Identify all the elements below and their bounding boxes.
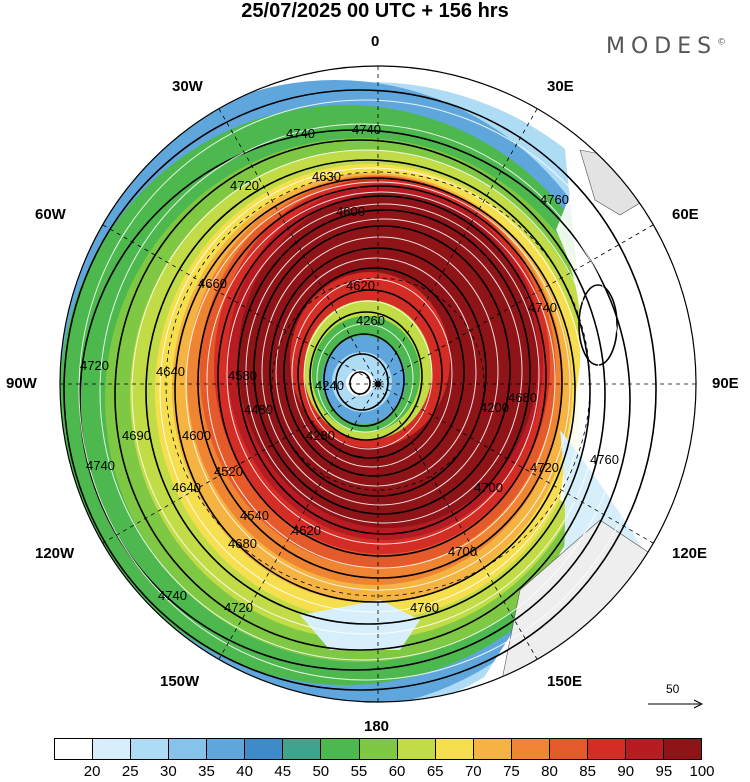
lon-label-60w: 60W bbox=[35, 206, 66, 223]
contour-label: 4740 bbox=[286, 126, 315, 141]
contour-label: 4740 bbox=[86, 458, 115, 473]
contour-label: 4760 bbox=[590, 452, 619, 467]
contour-label: 4540 bbox=[240, 508, 269, 523]
contour-label: 4680 bbox=[228, 536, 257, 551]
contour-label: 4640 bbox=[156, 364, 185, 379]
lon-label-0: 0 bbox=[371, 33, 380, 50]
contour-label: 4280 bbox=[306, 428, 335, 443]
contour-label: 4720 bbox=[224, 600, 253, 615]
lon-label-180: 180 bbox=[364, 718, 390, 735]
color-scale-cell bbox=[359, 739, 398, 759]
contour-label: 4740 bbox=[352, 122, 381, 137]
contour-label: 4740 bbox=[158, 588, 187, 603]
color-scale-cell bbox=[321, 739, 360, 759]
color-scale-cell bbox=[397, 739, 436, 759]
color-scale-tick: 90 bbox=[617, 763, 635, 780]
color-scale-tick: 80 bbox=[541, 763, 558, 780]
color-scale-cell bbox=[283, 739, 322, 759]
color-scale-cell bbox=[549, 739, 588, 759]
contour-label: 4630 bbox=[312, 169, 341, 184]
brand-logo: MODES© bbox=[606, 34, 727, 59]
color-scale-cell bbox=[625, 739, 664, 759]
contour-label: 4680 bbox=[508, 390, 537, 405]
lon-label-90w: 90W bbox=[6, 375, 37, 392]
color-scale-tick: 30 bbox=[160, 763, 177, 780]
color-scale-tick: 35 bbox=[198, 763, 215, 780]
lon-label-30e: 30E bbox=[547, 78, 574, 95]
contour-label: 4700 bbox=[448, 544, 477, 559]
color-scale-tick: 40 bbox=[236, 763, 253, 780]
lon-label-60e: 60E bbox=[672, 206, 699, 223]
graticule bbox=[60, 66, 696, 702]
color-scale-tick: 65 bbox=[426, 763, 444, 780]
contour-label: 4620 bbox=[346, 278, 375, 293]
color-scale-cell bbox=[511, 739, 550, 759]
contour-label: 4580 bbox=[228, 368, 257, 383]
map-title: 25/07/2025 00 UTC + 156 hrs bbox=[241, 0, 509, 22]
contour-label: 4600 bbox=[182, 428, 211, 443]
color-scale-tick: 55 bbox=[350, 763, 368, 780]
color-scale-tick: 95 bbox=[655, 763, 673, 780]
contour-label: 4600 bbox=[336, 204, 365, 219]
color-scale-cell bbox=[93, 739, 132, 759]
contour-label: 4690 bbox=[122, 428, 151, 443]
contour-label: 4720 bbox=[80, 358, 109, 373]
north-pole-marker-icon bbox=[375, 381, 381, 387]
contour-label: 4760 bbox=[410, 600, 439, 615]
contour-label: 4240 bbox=[315, 378, 344, 393]
color-scale-cell bbox=[664, 739, 702, 759]
color-scale-tick: 85 bbox=[579, 763, 596, 780]
contour-label: 4260 bbox=[356, 313, 385, 328]
color-scale-tick: 20 bbox=[83, 763, 101, 780]
lon-label-150e: 150E bbox=[547, 673, 583, 690]
color-scale-tick: 75 bbox=[503, 763, 520, 780]
contour-label: 4200 bbox=[480, 400, 509, 415]
contour-label: 4740 bbox=[528, 300, 557, 315]
contour-label: 4640 bbox=[172, 480, 201, 495]
lon-label-150w: 150W bbox=[160, 673, 200, 690]
color-scale bbox=[54, 738, 702, 760]
color-scale-tick: 45 bbox=[274, 763, 292, 780]
color-scale-tick: 60 bbox=[388, 763, 406, 780]
lon-label-30w: 30W bbox=[172, 78, 203, 95]
contour-label: 4760 bbox=[540, 192, 569, 207]
color-scale-tick: 50 bbox=[312, 763, 330, 780]
contour-label: 4480 bbox=[244, 402, 273, 417]
color-scale-ticks: 20 25 30 35 40 45 50 55 60 65 70 75 80 85 90 95 100 bbox=[54, 763, 715, 781]
contour-label: 4720 bbox=[530, 460, 559, 475]
color-scale-tick: 25 bbox=[121, 763, 139, 780]
lon-label-90e: 90E bbox=[712, 375, 739, 392]
color-scale-cell bbox=[587, 739, 626, 759]
contour-label: 4720 bbox=[230, 178, 259, 193]
contour-label: 4660 bbox=[198, 276, 227, 291]
color-scale-cell bbox=[435, 739, 474, 759]
contour-labels: 4740 4740 4720 4630 4600 4760 4660 4620 … bbox=[80, 122, 619, 615]
contour-label: 4520 bbox=[214, 464, 243, 479]
contour-label: 4700 bbox=[474, 480, 503, 495]
color-scale-tick: 100 bbox=[689, 763, 715, 780]
color-scale-cell bbox=[55, 739, 94, 759]
reference-arrow-icon bbox=[648, 699, 704, 709]
reference-vector-value: 50 bbox=[666, 682, 680, 696]
lon-label-120w: 120W bbox=[35, 545, 75, 562]
reference-vector: 50 bbox=[648, 682, 708, 712]
lon-label-120e: 120E bbox=[672, 545, 708, 562]
color-scale-cell bbox=[245, 739, 284, 759]
color-scale-tick: 70 bbox=[464, 763, 482, 780]
color-scale-cell bbox=[169, 739, 208, 759]
contour-label: 4620 bbox=[292, 523, 321, 538]
color-scale-cell bbox=[131, 739, 170, 759]
color-scale-cell bbox=[473, 739, 512, 759]
color-scale-cell bbox=[207, 739, 246, 759]
